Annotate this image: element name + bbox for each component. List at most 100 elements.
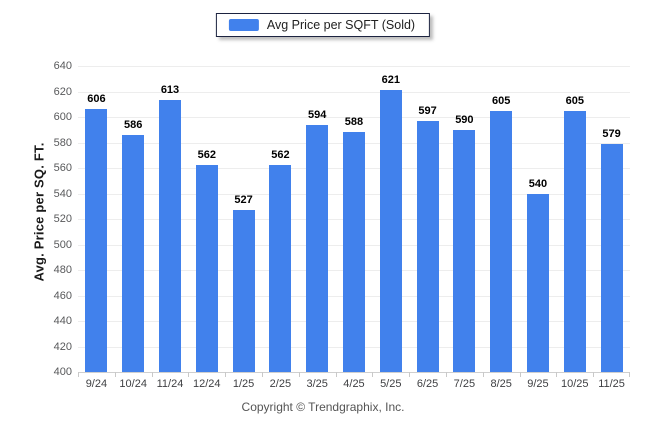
legend-box: Avg Price per SQFT (Sold) [215, 13, 431, 37]
bar-value-label: 606 [87, 93, 106, 106]
bar [306, 124, 329, 372]
bar [490, 110, 513, 372]
bar [122, 134, 145, 372]
y-tick-label: 480 [53, 264, 72, 276]
x-axis-tick [629, 372, 630, 377]
gridline [78, 117, 630, 118]
copyright-text: Copyright © Trendgraphix, Inc. [241, 400, 405, 414]
x-tick-label: 11/25 [598, 378, 625, 390]
gridline [78, 91, 630, 93]
bar [342, 132, 365, 372]
x-tick-label: 8/25 [490, 378, 512, 390]
x-axis-tick [225, 372, 227, 377]
bar-slot: 621 [372, 66, 409, 372]
x-axis-ticks [78, 372, 630, 377]
x-tick-label: 10/24 [119, 378, 147, 390]
x-axis-tick [446, 372, 447, 377]
bar [526, 193, 549, 372]
gridline [78, 372, 630, 373]
y-tick-label: 520 [53, 213, 72, 225]
x-tick-label: 9/24 [85, 378, 108, 390]
bars-row: 606 586 613 562 527 562 594 588 621 597 590 605 540 6… [78, 66, 630, 372]
x-tick-label: 1/25 [232, 378, 255, 390]
x-axis-tick [593, 372, 595, 377]
x-axis-tick [151, 372, 153, 377]
x-tick-label: 10/25 [560, 378, 589, 390]
legend-label: Avg Price per SQFT (Sold) [266, 18, 416, 32]
y-tick-label: 640 [53, 60, 72, 72]
bar-value-label: 597 [418, 104, 437, 117]
y-tick-label: 560 [53, 162, 72, 174]
bar-slot: 605 [483, 66, 520, 372]
y-tick-label: 400 [53, 366, 72, 378]
x-tick-label: 12/24 [193, 378, 221, 390]
bar-slot: 590 [446, 66, 483, 372]
bar [453, 129, 476, 372]
bar-slot: 586 [115, 66, 152, 372]
x-axis-tick [114, 372, 116, 377]
bar-slot: 527 [225, 66, 262, 372]
x-tick-label: 9/25 [527, 378, 549, 390]
bar [158, 100, 181, 372]
x-axis-tick [556, 372, 558, 377]
y-tick-label: 580 [53, 136, 72, 149]
bar [379, 90, 402, 372]
x-tick-label: 4/25 [343, 378, 365, 390]
y-tick-label: 600 [53, 111, 72, 123]
y-tick-label: 620 [53, 85, 72, 98]
bar-value-label: 579 [602, 127, 621, 140]
x-tick-label: 6/25 [416, 378, 439, 390]
bar [85, 109, 108, 372]
x-axis-tick [372, 372, 374, 377]
bar-slot: 579 [593, 66, 630, 372]
bar [600, 143, 623, 372]
plot-area: 606 586 613 562 527 562 594 588 621 597 590 605 540 6… [78, 66, 630, 373]
x-axis-tick [298, 372, 300, 377]
y-tick-label: 460 [53, 289, 72, 302]
y-tick-label: 420 [53, 340, 72, 353]
x-tick-label: 7/25 [453, 378, 476, 390]
x-tick-label: 5/25 [380, 378, 402, 390]
y-tick-label: 540 [53, 187, 72, 200]
x-axis-tick [519, 372, 521, 377]
bar-value-label: 621 [381, 74, 400, 87]
bar-value-label: 562 [271, 149, 290, 162]
bar-value-label: 590 [455, 113, 474, 126]
bar-value-label: 605 [491, 94, 511, 107]
bar-slot: 605 [556, 66, 593, 372]
bar [269, 165, 292, 372]
bar-slot: 613 [152, 66, 189, 372]
bar [232, 210, 255, 372]
bar-value-label: 562 [197, 149, 216, 162]
bar-slot: 540 [520, 66, 557, 372]
bar-slot: 594 [299, 66, 336, 372]
x-axis-tick [409, 372, 411, 377]
x-axis-tick [78, 372, 79, 377]
bar-value-label: 540 [528, 177, 548, 190]
x-tick-label: 11/24 [156, 378, 184, 390]
bar-value-label: 605 [565, 94, 584, 107]
bar-value-label: 586 [124, 118, 143, 131]
bar [195, 165, 218, 372]
legend-swatch-icon [228, 19, 259, 31]
x-axis-tick [335, 372, 337, 377]
bar-value-label: 527 [234, 194, 253, 207]
y-tick-label: 440 [53, 315, 72, 327]
bar [416, 120, 439, 372]
bar-slot: 562 [188, 66, 225, 372]
x-axis-tick [482, 372, 484, 377]
x-tick-label: 2/25 [269, 378, 292, 390]
bar [563, 110, 586, 372]
bar-slot: 606 [78, 66, 115, 372]
y-tick-label: 500 [53, 238, 72, 251]
x-tick-label: 3/25 [306, 378, 328, 390]
bar-value-label: 594 [308, 108, 327, 121]
x-axis-tick [188, 372, 190, 377]
bar-slot: 597 [409, 66, 446, 372]
x-axis-tick-labels: 9/24 10/24 11/24 12/24 1/25 2/25 3/25 4/25 5/25 6… [78, 378, 630, 390]
bar-value-label: 588 [344, 116, 364, 129]
bar-slot: 562 [262, 66, 299, 372]
bar-slot: 588 [336, 66, 373, 372]
gridline [78, 66, 630, 67]
